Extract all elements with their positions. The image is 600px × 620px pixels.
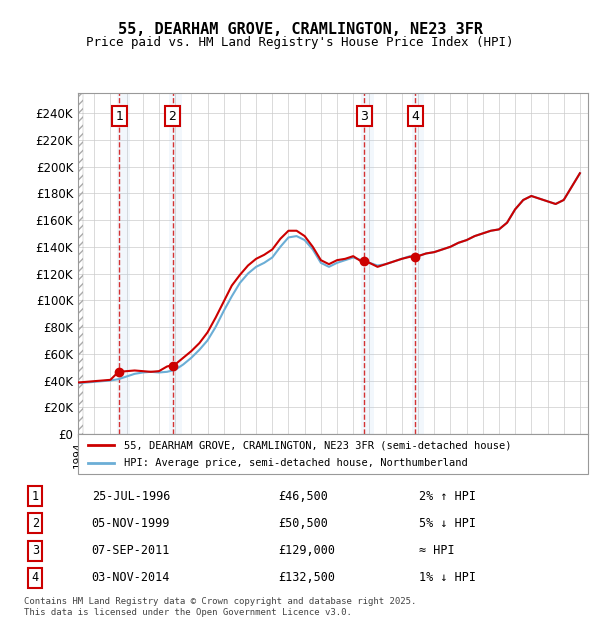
Bar — [78, 93, 83, 434]
Text: Price paid vs. HM Land Registry's House Price Index (HPI): Price paid vs. HM Land Registry's House … — [86, 36, 514, 49]
Text: 3: 3 — [361, 110, 368, 123]
Bar — [412, 93, 424, 434]
Text: £129,000: £129,000 — [278, 544, 335, 557]
Text: 1: 1 — [32, 490, 39, 502]
Text: 07-SEP-2011: 07-SEP-2011 — [92, 544, 170, 557]
Text: 5% ↓ HPI: 5% ↓ HPI — [419, 517, 476, 529]
Text: 4: 4 — [412, 110, 419, 123]
Text: £46,500: £46,500 — [278, 490, 328, 502]
Text: 1% ↓ HPI: 1% ↓ HPI — [419, 572, 476, 584]
FancyBboxPatch shape — [78, 434, 588, 474]
Text: £50,500: £50,500 — [278, 517, 328, 529]
Bar — [361, 93, 374, 434]
Text: HPI: Average price, semi-detached house, Northumberland: HPI: Average price, semi-detached house,… — [124, 458, 467, 468]
Text: 4: 4 — [32, 572, 39, 584]
Text: Contains HM Land Registry data © Crown copyright and database right 2025.
This d: Contains HM Land Registry data © Crown c… — [24, 598, 416, 617]
Text: £132,500: £132,500 — [278, 572, 335, 584]
Text: 55, DEARHAM GROVE, CRAMLINGTON, NE23 3FR: 55, DEARHAM GROVE, CRAMLINGTON, NE23 3FR — [118, 22, 482, 37]
Text: 55, DEARHAM GROVE, CRAMLINGTON, NE23 3FR (semi-detached house): 55, DEARHAM GROVE, CRAMLINGTON, NE23 3FR… — [124, 440, 511, 450]
Bar — [117, 93, 130, 434]
Text: 25-JUL-1996: 25-JUL-1996 — [92, 490, 170, 502]
Text: 2: 2 — [169, 110, 176, 123]
Bar — [169, 93, 182, 434]
Text: 03-NOV-2014: 03-NOV-2014 — [92, 572, 170, 584]
Text: 1: 1 — [116, 110, 124, 123]
Text: 2% ↑ HPI: 2% ↑ HPI — [419, 490, 476, 502]
Text: 05-NOV-1999: 05-NOV-1999 — [92, 517, 170, 529]
Text: 3: 3 — [32, 544, 39, 557]
Text: ≈ HPI: ≈ HPI — [419, 544, 454, 557]
Text: 2: 2 — [32, 517, 39, 529]
